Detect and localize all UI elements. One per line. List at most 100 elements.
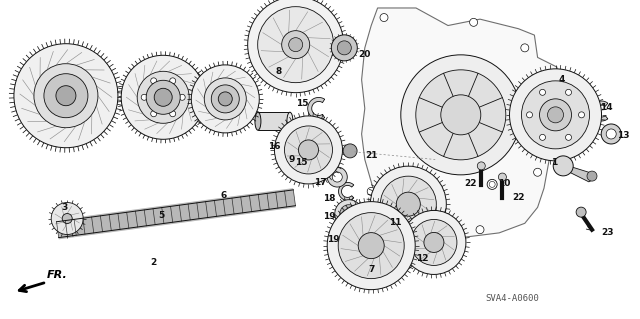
Circle shape: [154, 88, 172, 106]
Circle shape: [477, 162, 485, 170]
Circle shape: [150, 78, 157, 84]
Polygon shape: [317, 147, 332, 165]
Circle shape: [150, 111, 157, 117]
Text: 22: 22: [512, 193, 525, 202]
Polygon shape: [563, 164, 595, 182]
Text: 4: 4: [559, 75, 565, 84]
Circle shape: [396, 192, 420, 216]
Text: 6: 6: [221, 191, 227, 200]
Circle shape: [380, 176, 436, 232]
Text: SVA4-A0600: SVA4-A0600: [485, 294, 539, 303]
Polygon shape: [339, 182, 354, 200]
Polygon shape: [362, 8, 563, 239]
Circle shape: [141, 94, 147, 100]
Text: 18: 18: [323, 194, 336, 203]
Circle shape: [587, 171, 597, 181]
Circle shape: [289, 38, 303, 52]
Circle shape: [553, 156, 573, 176]
Ellipse shape: [287, 112, 293, 130]
Text: 15: 15: [296, 99, 308, 108]
Text: 22: 22: [464, 179, 477, 188]
Text: 17: 17: [314, 178, 326, 187]
Circle shape: [522, 81, 589, 149]
Circle shape: [411, 219, 457, 265]
Text: 19: 19: [323, 212, 336, 221]
Circle shape: [534, 168, 541, 176]
Circle shape: [298, 140, 319, 160]
Text: 23: 23: [602, 228, 614, 237]
Circle shape: [14, 44, 118, 148]
Circle shape: [489, 182, 495, 187]
Circle shape: [380, 13, 388, 22]
Polygon shape: [591, 101, 608, 121]
Circle shape: [540, 134, 545, 140]
Circle shape: [332, 172, 342, 182]
Circle shape: [402, 211, 466, 274]
Circle shape: [527, 112, 532, 118]
Circle shape: [332, 35, 357, 61]
Text: 2: 2: [150, 258, 157, 267]
Circle shape: [566, 89, 572, 95]
Circle shape: [499, 173, 506, 181]
Text: 8: 8: [275, 67, 282, 76]
Circle shape: [56, 86, 76, 106]
Polygon shape: [308, 98, 324, 119]
Circle shape: [566, 134, 572, 140]
Circle shape: [338, 213, 404, 278]
Text: 1: 1: [550, 158, 557, 167]
Text: 12: 12: [416, 254, 429, 263]
Circle shape: [211, 85, 239, 113]
Text: 15: 15: [294, 158, 307, 167]
Circle shape: [34, 64, 98, 128]
Text: 14: 14: [600, 103, 613, 112]
Circle shape: [51, 203, 83, 234]
Text: 10: 10: [498, 179, 510, 188]
Circle shape: [146, 80, 180, 114]
Circle shape: [282, 31, 310, 59]
Circle shape: [540, 76, 548, 84]
Text: 16: 16: [268, 142, 280, 151]
Text: 7: 7: [368, 265, 374, 274]
Circle shape: [179, 94, 185, 100]
Circle shape: [44, 74, 88, 118]
Circle shape: [170, 111, 176, 117]
Circle shape: [337, 41, 351, 55]
Circle shape: [476, 226, 484, 234]
Circle shape: [540, 99, 572, 131]
Circle shape: [601, 124, 621, 144]
Circle shape: [258, 7, 333, 83]
Circle shape: [346, 226, 364, 244]
Circle shape: [399, 226, 407, 234]
Circle shape: [343, 144, 357, 158]
Ellipse shape: [255, 112, 261, 130]
Circle shape: [327, 202, 415, 290]
Circle shape: [576, 207, 586, 217]
Text: 13: 13: [617, 131, 630, 140]
Circle shape: [327, 167, 348, 187]
Circle shape: [424, 233, 444, 252]
Text: 20: 20: [358, 50, 371, 59]
Circle shape: [521, 44, 529, 52]
Circle shape: [416, 70, 506, 160]
Text: 11: 11: [389, 218, 402, 226]
Circle shape: [341, 221, 369, 249]
Text: 19: 19: [326, 235, 339, 244]
Circle shape: [191, 65, 259, 133]
Circle shape: [487, 179, 497, 189]
Circle shape: [137, 71, 189, 123]
Circle shape: [358, 233, 384, 259]
Circle shape: [509, 69, 602, 161]
Circle shape: [335, 200, 363, 228]
Circle shape: [367, 187, 375, 196]
Text: 3: 3: [61, 203, 67, 211]
Text: 9: 9: [288, 155, 294, 164]
Text: FR.: FR.: [47, 270, 67, 280]
Circle shape: [401, 55, 521, 175]
Circle shape: [548, 107, 564, 123]
Text: 5: 5: [158, 211, 164, 219]
Bar: [258, 112, 290, 130]
Circle shape: [579, 112, 584, 118]
Circle shape: [275, 116, 342, 184]
Circle shape: [121, 55, 205, 139]
Circle shape: [441, 95, 481, 135]
